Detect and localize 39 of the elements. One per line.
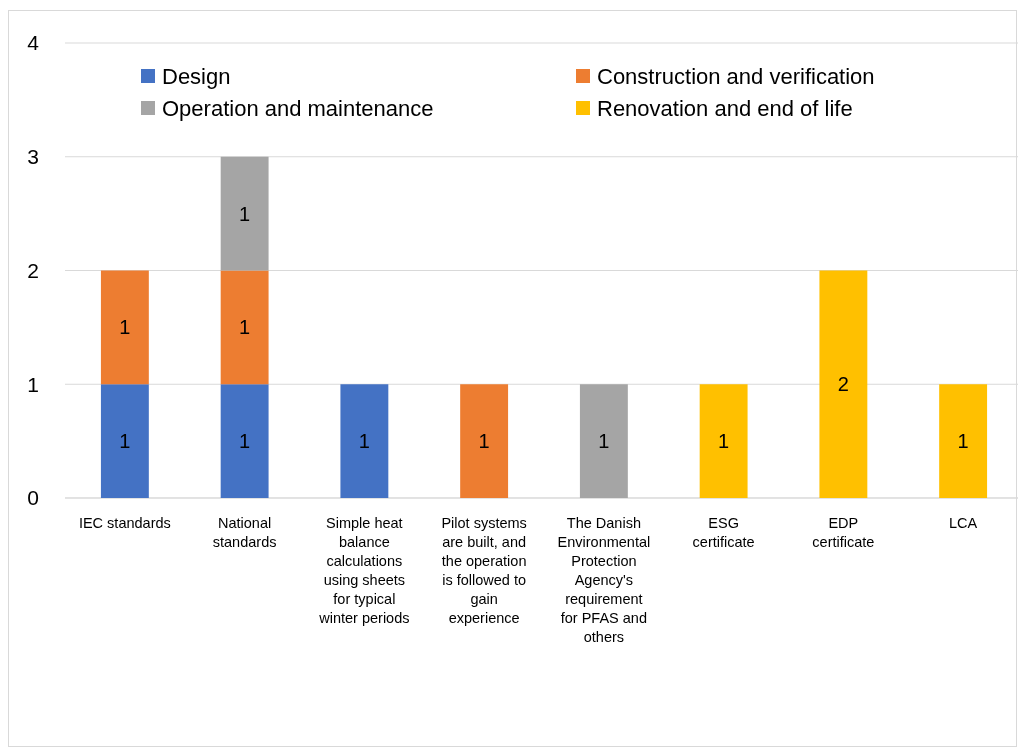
data-label: 1	[119, 316, 131, 339]
data-label: 1	[957, 430, 969, 453]
bar	[340, 384, 389, 498]
data-label: 1	[718, 430, 730, 453]
x-tick-label: LCA	[949, 515, 978, 531]
y-tick-label: 4	[27, 31, 40, 55]
data-label: 1	[598, 430, 610, 453]
data-label: 1	[478, 430, 490, 453]
y-tick-label: 1	[27, 372, 39, 396]
x-tick-label: Pilot systems are built, and the operation is followed to gain experience	[441, 515, 527, 626]
legend-label: Renovation and end of life	[597, 95, 853, 121]
y-tick-label: 2	[27, 258, 39, 282]
bar	[220, 384, 269, 498]
data-label: 2	[837, 373, 849, 396]
bar	[579, 384, 628, 498]
bar	[699, 384, 748, 498]
bar	[100, 270, 149, 385]
x-tick-label: EDP certificate	[812, 515, 875, 550]
data-label: 1	[239, 316, 251, 339]
x-tick-label: Simple heat balance calculations using sheets for typical winter periods	[318, 515, 410, 626]
x-tick-label: The Danish Environmental Protection Agency's requirement for PFAS and others	[557, 515, 651, 645]
data-label: 1	[119, 430, 131, 453]
legend-label: Construction and verification	[597, 63, 875, 89]
bar	[100, 384, 149, 498]
bar	[460, 384, 509, 498]
bar	[220, 156, 269, 271]
y-tick-label: 0	[27, 486, 39, 510]
bar	[819, 270, 868, 498]
x-tick-label: ESG certificate	[692, 515, 755, 550]
legend-label: Design	[162, 63, 231, 89]
data-label: 1	[358, 430, 370, 453]
bar	[939, 384, 988, 498]
legend-label: Operation and maintenance	[162, 95, 434, 121]
y-tick-label: 3	[27, 145, 39, 169]
x-tick-label: IEC standards	[78, 515, 171, 531]
data-label: 1	[239, 202, 251, 225]
x-tick-label: National standards	[212, 515, 277, 550]
bar	[220, 270, 269, 385]
data-label: 1	[239, 430, 251, 453]
